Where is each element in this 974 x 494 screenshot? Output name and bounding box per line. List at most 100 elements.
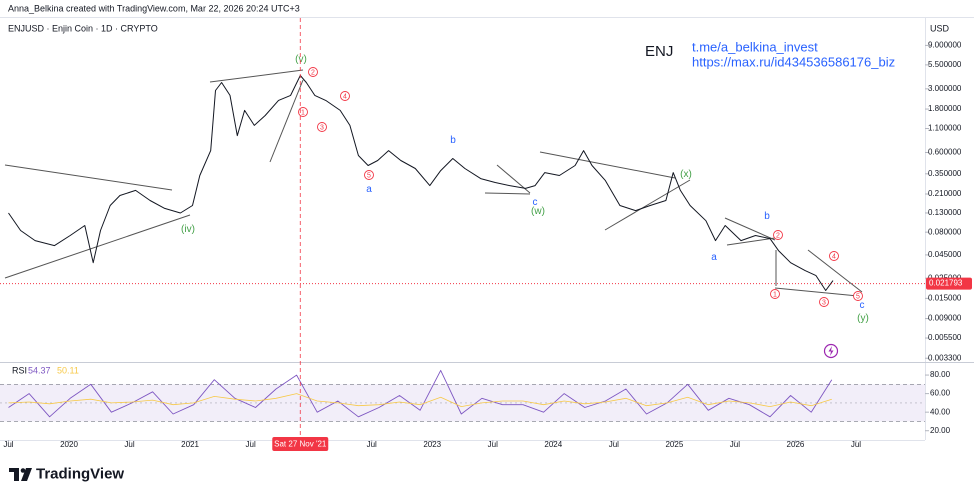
price-line: [8, 75, 834, 291]
alert-bolt[interactable]: [828, 346, 834, 356]
y-tick-label: 80.00: [930, 370, 951, 379]
x-tick-label: 2025: [665, 440, 683, 449]
y-tick-label: 3.000000: [928, 84, 962, 93]
currency-label: USD: [930, 23, 950, 33]
y-tick-label: 0.045000: [928, 250, 962, 259]
wave-label: 1: [301, 109, 305, 116]
logo-icon: [9, 468, 32, 481]
wave-label: (x): [680, 169, 692, 180]
y-tick-label: 60.00: [930, 389, 951, 398]
x-tick-label: Jul: [851, 440, 861, 449]
wave-circle: [364, 170, 374, 180]
x-tick-label: 2026: [787, 440, 805, 449]
wave-circle: [317, 122, 327, 132]
symbol-info: ENJUSD · Enjin Coin · 1D · CRYPTO: [8, 23, 158, 33]
y-tick-label: 20.00: [930, 426, 951, 435]
trendline: [604, 179, 691, 231]
crosshair-label: Sat 27 Nov '21: [274, 440, 327, 449]
wave-circle: [773, 230, 783, 240]
logo-shape: [20, 468, 26, 473]
trendline: [209, 69, 304, 83]
rsi-line: [8, 393, 832, 407]
y-tick-label: 5.500000: [928, 60, 962, 69]
wave-label: 1: [773, 291, 777, 298]
logo-text: TradingView: [36, 465, 124, 482]
trendline: [539, 151, 676, 179]
rsi-line: [8, 369, 833, 418]
x-tick-label: Jul: [609, 440, 619, 449]
wave-circle: [829, 251, 839, 261]
y-tick-label: 0.080000: [928, 227, 962, 236]
wave-circle: [853, 291, 863, 301]
wave-label: b: [764, 211, 770, 222]
trendline: [807, 249, 863, 293]
trendline: [724, 217, 776, 241]
trendline: [774, 287, 859, 297]
y-tick-label: 9.000000: [928, 41, 962, 50]
rsi-legend-value: 54.37: [28, 365, 51, 375]
y-tick-label: 1.800000: [928, 104, 962, 113]
x-tick-label: Jul: [730, 440, 740, 449]
wave-label: a: [711, 252, 717, 263]
x-tick-label: 2020: [60, 440, 78, 449]
wave-label: a: [366, 184, 372, 195]
y-tick-label: 0.600000: [928, 148, 962, 157]
wave-circle: [770, 289, 780, 299]
x-tick-label: Jul: [3, 440, 13, 449]
wave-label: 4: [832, 253, 836, 260]
trendline: [269, 79, 304, 163]
wave-label: b: [450, 135, 456, 146]
wave-label: 2: [776, 232, 780, 239]
rsi-title: RSI: [12, 365, 27, 375]
x-tick-label: 2023: [423, 440, 441, 449]
wave-label: 5: [367, 172, 371, 179]
x-tick-label: Jul: [488, 440, 498, 449]
wave-circle: [340, 91, 350, 101]
y-tick-label: 0.015000: [928, 293, 962, 302]
credit: Anna_Belkina created with TradingView.co…: [8, 3, 300, 13]
last-price-box: [926, 277, 972, 290]
wave-label: c: [860, 300, 865, 311]
trendline: [4, 214, 191, 279]
y-tick-label: 0.003300: [928, 353, 962, 362]
wave-label: 3: [822, 299, 826, 306]
trendline: [484, 192, 531, 195]
wave-label: (v): [295, 54, 307, 65]
wave-label: (iv): [181, 224, 195, 235]
wave-circle: [308, 67, 318, 77]
rsi-legend-value: 50.11: [57, 365, 79, 375]
x-tick-label: Jul: [367, 440, 377, 449]
link: t.me/a_belkina_invest: [692, 39, 818, 54]
y-tick-label: 0.350000: [928, 169, 962, 178]
crosshair-label-box: [272, 437, 329, 451]
logo-shape: [9, 468, 19, 481]
last-price-label: 0.021793: [929, 279, 963, 288]
y-tick-label: 0.005500: [928, 333, 962, 342]
y-tick-label: 0.210000: [928, 189, 962, 198]
alert-icon[interactable]: [823, 343, 839, 359]
wave-label: (w): [531, 206, 545, 217]
wave-label: 5: [856, 293, 860, 300]
y-tick-label: 0.130000: [928, 208, 962, 217]
x-tick-label: Jul: [246, 440, 256, 449]
wave-label: 2: [311, 69, 315, 76]
wave-label: (y): [857, 313, 869, 324]
wave-label: c: [533, 197, 538, 208]
y-tick-label: 0.009000: [928, 314, 962, 323]
wave-label: 3: [320, 124, 324, 131]
link: https://max.ru/id434536586176_biz: [692, 54, 895, 69]
trendline: [726, 237, 776, 246]
logo-shape: [21, 468, 32, 481]
x-tick-label: 2021: [181, 440, 199, 449]
watermark: ENJ: [645, 43, 673, 60]
trendlines: [4, 69, 863, 297]
wave-circle: [298, 107, 308, 117]
x-tick-label: Jul: [124, 440, 134, 449]
y-tick-label: 40.00: [930, 407, 951, 416]
y-tick-label: 1.100000: [928, 124, 962, 133]
x-tick-label: 2024: [544, 440, 562, 449]
wave-circle: [819, 297, 829, 307]
trendline: [4, 164, 173, 191]
wave-label: 4: [343, 93, 347, 100]
